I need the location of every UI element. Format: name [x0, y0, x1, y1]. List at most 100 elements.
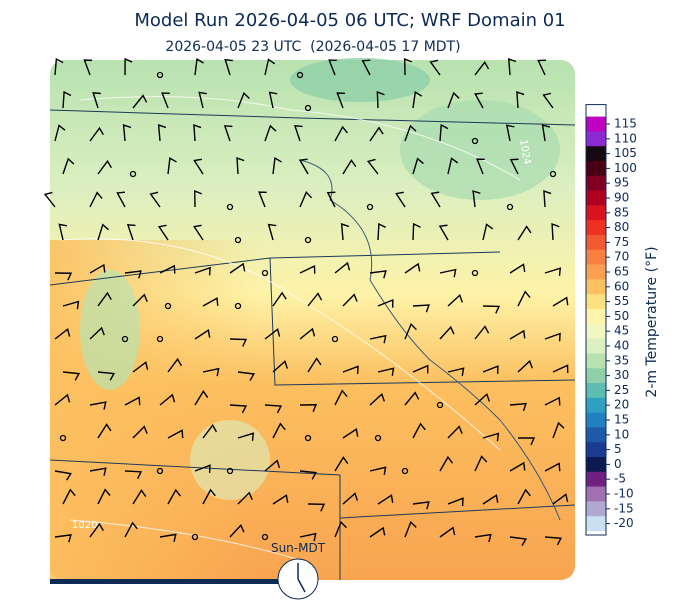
wind-barb — [307, 357, 322, 373]
wind-barb — [404, 391, 420, 406]
wind-barb — [412, 91, 423, 109]
terrain-area — [190, 420, 270, 500]
wind-barb — [476, 158, 485, 175]
colorbar-segment — [586, 309, 606, 325]
wind-barb — [298, 158, 309, 175]
wind-barb — [237, 491, 253, 505]
wind-barb — [509, 461, 526, 472]
colorbar-segment — [586, 501, 606, 517]
wind-barb — [482, 305, 501, 314]
colorbar-tick-label: 80 — [614, 220, 629, 234]
wind-barb — [509, 158, 519, 175]
wind-barb — [62, 300, 80, 310]
wind-barb — [198, 91, 207, 109]
wind-barb — [544, 536, 563, 546]
wind-barb — [167, 488, 181, 505]
wind-barb — [438, 224, 449, 241]
wind-barb — [447, 91, 460, 109]
wind-barb — [97, 223, 110, 241]
wind-barb — [229, 404, 248, 414]
wind-barb — [404, 262, 421, 274]
wind-barb — [439, 268, 457, 278]
wind-barb — [412, 304, 430, 313]
wind-barb — [124, 57, 133, 76]
colorbar-tick-label: 10 — [614, 427, 629, 441]
wind-barb — [474, 325, 490, 340]
wind-barb — [537, 59, 546, 76]
wind-barb — [299, 264, 316, 274]
wind-barb — [366, 158, 379, 175]
temperature-field-west — [50, 240, 575, 580]
colorbar-tick-label: 110 — [614, 131, 637, 145]
river — [299, 159, 561, 521]
colorbar-segment — [586, 338, 606, 354]
wind-barb — [552, 421, 565, 439]
wind-barb — [167, 156, 177, 175]
wind-barb — [202, 367, 220, 377]
wind-barb — [326, 191, 336, 208]
colorbar-tick-label: 100 — [614, 161, 637, 175]
wind-barb — [542, 92, 554, 109]
colorbar-segment — [586, 294, 606, 310]
wind-barb — [264, 328, 281, 340]
wind-barb — [517, 290, 531, 307]
wind-barb — [193, 124, 202, 142]
wind-barb — [369, 334, 387, 344]
colorbar-tick-label: 25 — [614, 383, 629, 397]
wind-barb — [272, 422, 286, 439]
calm-wind — [374, 434, 382, 442]
calm-wind — [261, 269, 269, 277]
colorbar-tick-label: 40 — [614, 339, 629, 353]
wind-barb — [377, 298, 394, 308]
wind-barb — [509, 402, 527, 412]
wind-barb — [517, 437, 536, 446]
wind-barb — [544, 462, 561, 472]
calm-wind — [304, 236, 312, 244]
colorbar-tick-label: 45 — [614, 324, 629, 338]
wind-barb — [447, 425, 463, 439]
wind-barb — [395, 191, 406, 208]
wind-barb — [58, 223, 68, 241]
wind-barb — [474, 533, 492, 543]
wind-barb — [474, 61, 490, 76]
calm-wind — [366, 203, 374, 211]
wind-barb — [89, 522, 104, 538]
wind-barb — [97, 371, 116, 381]
colorbar-tick-label: 50 — [614, 309, 629, 323]
calm-wind — [506, 203, 514, 211]
wind-barb — [544, 332, 561, 342]
wind-barb — [54, 534, 72, 543]
colorbar-tick-label: 30 — [614, 368, 629, 382]
wind-barb — [83, 59, 93, 76]
wind-barb — [403, 57, 413, 76]
colorbar-tick-label: 70 — [614, 250, 629, 264]
cool-area — [290, 58, 430, 102]
wind-barb — [369, 270, 387, 279]
wind-barb — [132, 94, 148, 109]
terrain-area — [80, 270, 140, 390]
wind-barb — [264, 404, 283, 414]
colorbar-segment — [586, 235, 606, 251]
wind-barb — [54, 470, 72, 481]
colorbar-segment — [586, 457, 606, 473]
wind-barb — [342, 428, 359, 439]
wind-barb — [193, 224, 204, 241]
wind-barb — [272, 494, 289, 505]
wind-barb — [264, 124, 277, 142]
wind-barb — [307, 503, 326, 512]
wind-barb — [126, 224, 136, 241]
wind-barb — [342, 365, 359, 375]
wind-barb — [62, 371, 81, 381]
calm-wind — [156, 467, 164, 475]
wind-barb — [237, 432, 255, 441]
colorbar-frame — [585, 104, 607, 536]
wind-barb — [404, 322, 417, 340]
wind-barb — [474, 393, 490, 406]
colorbar-tick-label: 85 — [614, 205, 629, 219]
wind-barb — [412, 422, 426, 439]
wind-barb — [447, 497, 464, 506]
calm-wind — [226, 203, 234, 211]
wind-barb — [369, 126, 384, 142]
wind-barb — [54, 327, 71, 340]
colorbar-segment — [586, 383, 606, 399]
